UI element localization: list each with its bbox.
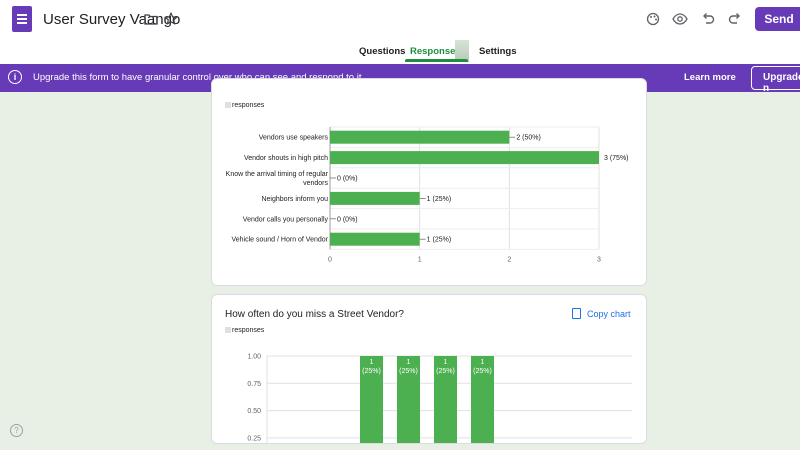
bar — [360, 356, 383, 443]
data-label: 1 — [444, 359, 448, 366]
folder-icon[interactable] — [142, 10, 160, 28]
responses-count: responses — [225, 327, 264, 334]
data-label: 3 (75%) — [604, 155, 629, 162]
category-label: Vehicle sound / Horn of Vendor — [231, 237, 328, 244]
redo-icon[interactable] — [726, 10, 744, 28]
bar — [330, 232, 420, 246]
x-tick-label: 2 — [507, 256, 511, 263]
category-label: Vendor calls you personally — [243, 216, 329, 223]
learn-more-link[interactable]: Learn more — [684, 72, 736, 83]
response-card-miss-vendor: How often do you miss a Street Vendor? C… — [211, 294, 647, 444]
x-tick-label: 1 — [418, 256, 422, 263]
bar — [330, 191, 420, 205]
tab-questions[interactable]: Questions — [359, 46, 406, 57]
y-tick-label: 0.75 — [247, 381, 261, 388]
banner-message: Upgrade this form to have granular contr… — [33, 72, 362, 83]
y-tick-label: 0.50 — [247, 408, 261, 415]
data-label: (25%) — [362, 368, 381, 375]
tab-responses[interactable]: Responses — [410, 46, 461, 57]
response-count-placeholder — [225, 327, 231, 333]
help-icon[interactable]: ? — [10, 424, 23, 437]
category-label: Neighbors inform you — [261, 196, 328, 203]
category-label: Know the arrival timing of regular — [226, 171, 329, 178]
upgrade-button[interactable]: Upgrade n — [751, 66, 800, 94]
data-label: (25%) — [436, 368, 455, 375]
bar — [434, 356, 457, 443]
y-tick-label: 0.25 — [247, 435, 261, 442]
response-card-notice-vendor: responses 0 1 2 3 Vendors use speakers 2 (50%… — [211, 78, 647, 286]
palette-icon[interactable] — [644, 10, 662, 28]
response-count-placeholder — [225, 102, 231, 108]
data-label: 1 — [407, 359, 411, 366]
data-label: 0 (0%) — [337, 176, 358, 183]
data-label: 1 (25%) — [427, 237, 452, 244]
bar — [397, 356, 420, 443]
app-header: User Survey Vaango Send — [0, 0, 800, 40]
category-label: Vendor shouts in high pitch — [244, 155, 328, 162]
data-label: (25%) — [399, 368, 418, 375]
data-label: 1 (25%) — [427, 196, 452, 203]
data-label: 1 — [481, 359, 485, 366]
tab-bar: Questions Responses Settings — [0, 40, 800, 64]
y-tick-label: 1.00 — [247, 354, 261, 361]
data-label: 2 (50%) — [516, 135, 541, 142]
bar — [330, 130, 510, 144]
forms-logo-icon[interactable] — [12, 6, 32, 32]
category-label: vendors — [303, 180, 328, 187]
data-label: 1 — [370, 359, 374, 366]
star-icon[interactable] — [162, 10, 180, 28]
horizontal-bar-chart: 0 1 2 3 Vendors use speakers 2 (50%) Vendor sh… — [226, 126, 629, 263]
vertical-bar-chart: 1.00 0.75 0.50 0.25 1 (25%) 1 (25%) 1 (25%) 1 (25%) — [247, 354, 632, 443]
bar — [471, 356, 494, 443]
preview-eye-icon[interactable] — [671, 10, 689, 28]
undo-icon[interactable] — [699, 10, 717, 28]
responses-count: responses — [225, 102, 264, 109]
bar — [330, 151, 599, 165]
data-label: 0 (0%) — [337, 216, 358, 223]
question-title: How often do you miss a Street Vendor? — [225, 309, 404, 320]
copy-icon — [572, 308, 581, 319]
x-tick-label: 3 — [597, 256, 601, 263]
active-tab-indicator — [405, 59, 468, 62]
category-label: Vendors use speakers — [259, 135, 329, 142]
data-label: (25%) — [473, 368, 492, 375]
tab-settings[interactable]: Settings — [479, 46, 517, 57]
send-button[interactable]: Send — [755, 7, 800, 31]
response-count-badge — [455, 40, 469, 62]
info-icon: i — [8, 70, 22, 84]
copy-chart-button[interactable]: Copy chart — [572, 308, 631, 319]
x-tick-label: 0 — [328, 256, 332, 263]
